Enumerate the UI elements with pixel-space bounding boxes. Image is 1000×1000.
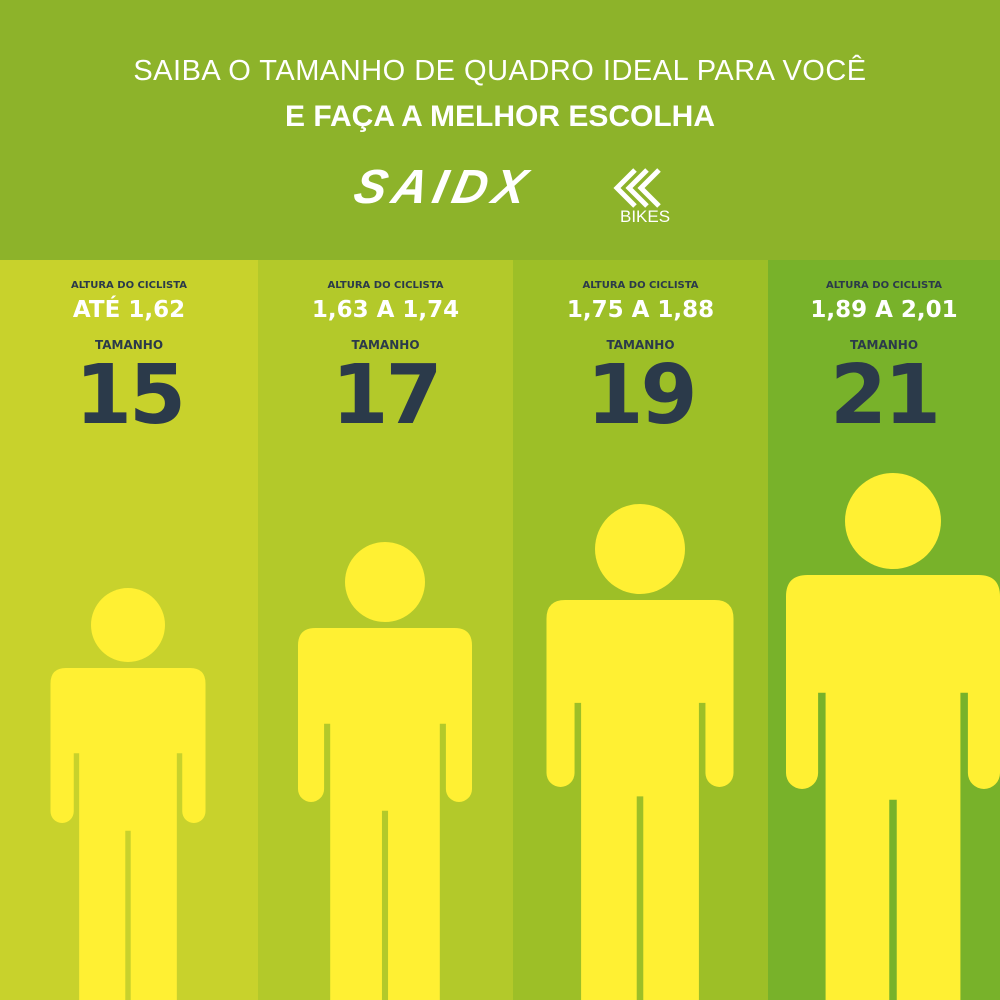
size-column-15: ALTURA DO CICLISTA ATÉ 1,62 TAMANHO 15: [0, 260, 258, 1000]
height-range: 1,89 A 2,01: [810, 297, 958, 323]
height-label: ALTURA DO CICLISTA: [327, 280, 444, 291]
size-label: TAMANHO: [351, 338, 420, 352]
figure-head: [595, 504, 685, 594]
size-label: TAMANHO: [849, 338, 919, 352]
header: SAIBA O TAMANHO DE QUADRO IDEAL PARA VOC…: [0, 0, 1000, 260]
height-range: ATÉ 1,62: [72, 297, 186, 323]
height-label: ALTURA DO CICLISTA: [825, 280, 943, 291]
cyclist-figure: [546, 504, 734, 1000]
frame-size: 19: [586, 348, 697, 443]
figure-body: [50, 668, 206, 1000]
figure-body: [786, 575, 1000, 1000]
frame-size: 17: [331, 348, 442, 443]
frame-size: 21: [829, 348, 941, 443]
size-column-21: ALTURA DO CICLISTA 1,89 A 2,01 TAMANHO 2…: [768, 260, 1000, 1000]
figure-head: [345, 542, 425, 622]
height-label: ALTURA DO CICLISTA: [70, 280, 188, 291]
headline: SAIBA O TAMANHO DE QUADRO IDEAL PARA VOC…: [133, 55, 867, 87]
figure-head: [845, 473, 941, 569]
frame-size: 15: [74, 348, 186, 443]
size-label: TAMANHO: [606, 338, 675, 352]
height-range: 1,75 A 1,88: [566, 297, 715, 323]
cyclist-figure: [298, 542, 472, 1000]
size-column-17: ALTURA DO CICLISTA 1,63 A 1,74 TAMANHO 1…: [258, 260, 513, 1000]
cyclist-figure: [50, 588, 206, 1000]
logo-brand: SAIDX: [349, 161, 538, 214]
figure-head: [91, 588, 165, 662]
size-column-19: ALTURA DO CICLISTA 1,75 A 1,88 TAMANHO 1…: [513, 260, 768, 1000]
figure-body: [546, 600, 734, 1000]
subheadline: E FAÇA A MELHOR ESCOLHA: [284, 100, 715, 133]
cyclist-figure: [786, 473, 1000, 1000]
logo-sub: BIKES: [620, 207, 671, 226]
saidx-logo: SAIDX BIKES: [349, 160, 675, 235]
chevrons-icon: [613, 168, 661, 208]
figure-body: [298, 628, 472, 1000]
size-label: TAMANHO: [94, 338, 164, 352]
height-label: ALTURA DO CICLISTA: [582, 280, 699, 291]
height-range: 1,63 A 1,74: [311, 297, 460, 323]
